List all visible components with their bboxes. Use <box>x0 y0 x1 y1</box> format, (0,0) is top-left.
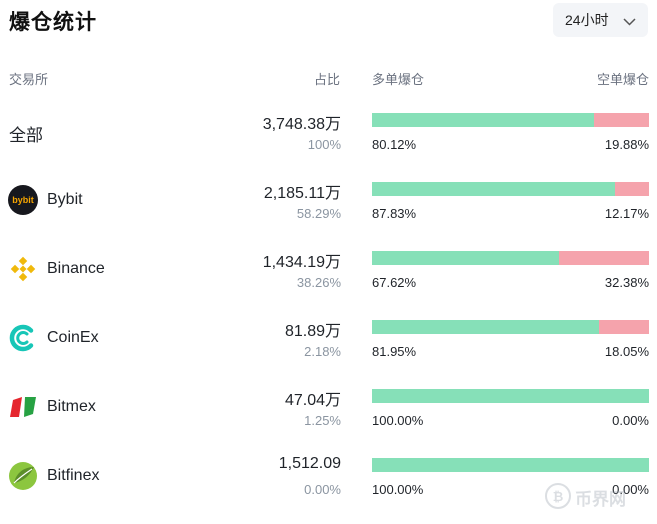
column-header-short: 空单爆仓 <box>596 72 649 87</box>
long-short-bar <box>372 389 649 403</box>
table-row[interactable]: bybit Bybit 2,185.11万 58.29% 87.83% 12.1… <box>0 169 657 238</box>
long-fill <box>372 251 560 265</box>
share-percent: 2.18% <box>304 344 341 359</box>
bitfinex-logo-icon <box>8 461 38 491</box>
svg-text:₿: ₿ <box>553 489 564 504</box>
bitmex-logo-icon <box>8 392 38 422</box>
table-row[interactable]: Bitfinex 1,512.09 0.00% 100.00% 0.00% <box>0 445 657 514</box>
liquidation-amount: 81.89万 <box>284 323 341 340</box>
column-header-exchange: 交易所 <box>9 72 49 87</box>
long-fill <box>372 389 649 403</box>
long-short-bar <box>372 113 649 127</box>
long-short-bar <box>372 182 649 196</box>
long-percent: 81.95% <box>372 344 417 359</box>
liquidation-amount: 47.04万 <box>284 392 341 409</box>
exchange-name: Binance <box>47 260 105 277</box>
time-range-label: 24小时 <box>565 12 609 28</box>
liquidation-amount: 1,434.19万 <box>262 254 341 271</box>
short-percent: 32.38% <box>604 275 649 290</box>
watermark: ₿ 币界网 <box>545 482 655 510</box>
page-title: 爆仓统计 <box>9 11 97 34</box>
long-fill <box>372 320 599 334</box>
exchange-name: Bybit <box>47 191 83 208</box>
long-fill <box>372 458 649 472</box>
binance-logo-icon <box>8 254 38 284</box>
table-row[interactable]: Bitmex 47.04万 1.25% 100.00% 0.00% <box>0 376 657 445</box>
long-percent: 100.00% <box>372 413 424 428</box>
column-header-share: 占比 <box>314 72 341 87</box>
column-header-long: 多单爆仓 <box>372 72 425 87</box>
exchange-name: Bitmex <box>47 398 96 415</box>
short-percent: 18.05% <box>604 344 649 359</box>
exchange-name: 全部 <box>9 126 43 145</box>
share-percent: 100% <box>307 137 341 152</box>
long-percent: 80.12% <box>372 137 417 152</box>
long-short-bar <box>372 458 649 472</box>
short-percent: 0.00% <box>612 413 649 428</box>
short-percent: 12.17% <box>604 206 649 221</box>
share-percent: 58.29% <box>296 206 341 221</box>
table-row[interactable]: Binance 1,434.19万 38.26% 67.62% 32.38% <box>0 238 657 307</box>
share-percent: 38.26% <box>296 275 341 290</box>
short-percent: 0.00% <box>612 482 649 497</box>
liquidation-amount: 3,748.38万 <box>262 116 341 133</box>
long-fill <box>372 182 616 196</box>
share-percent: 1.25% <box>304 413 341 428</box>
time-range-dropdown[interactable]: 24小时 <box>553 3 648 37</box>
bybit-logo-text: bybit <box>12 195 34 205</box>
long-percent: 67.62% <box>372 275 417 290</box>
exchange-name: CoinEx <box>47 329 99 346</box>
coinex-logo-icon <box>8 323 38 353</box>
watermark-coin-icon: ₿ <box>545 483 571 509</box>
liquidation-amount: 2,185.11万 <box>263 185 341 202</box>
long-short-bar <box>372 251 649 265</box>
share-percent: 0.00% <box>304 482 341 497</box>
long-percent: 100.00% <box>372 482 424 497</box>
chevron-down-icon <box>623 14 636 30</box>
long-percent: 87.83% <box>372 206 417 221</box>
liquidation-amount: 1,512.09 <box>278 455 341 472</box>
bybit-logo-icon: bybit <box>8 185 38 215</box>
table-row[interactable]: CoinEx 81.89万 2.18% 81.95% 18.05% <box>0 307 657 376</box>
table-row[interactable]: 全部 3,748.38万 100% 80.12% 19.88% <box>0 100 657 169</box>
short-percent: 19.88% <box>604 137 649 152</box>
watermark-text: 币界网 <box>575 490 626 509</box>
long-short-bar <box>372 320 649 334</box>
exchange-name: Bitfinex <box>47 467 100 484</box>
long-fill <box>372 113 594 127</box>
